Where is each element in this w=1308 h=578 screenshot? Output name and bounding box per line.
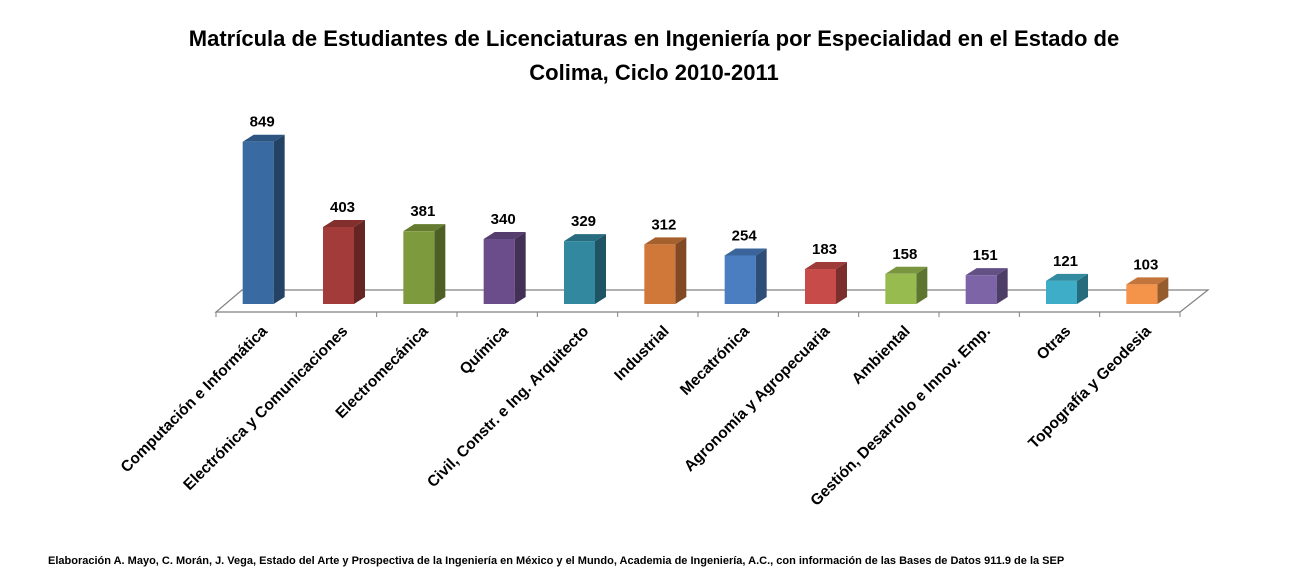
value-label: 158 [892, 246, 917, 263]
bar-front [1046, 280, 1077, 304]
bar-front [403, 231, 435, 304]
category-label: Ambiental [849, 323, 914, 388]
category-label: Gestión, Desarrollo e Innov. Emp. [807, 323, 994, 510]
bar-front [1126, 284, 1158, 304]
bar [644, 237, 687, 304]
bar [885, 266, 928, 304]
bar-top [323, 219, 365, 227]
bar-front [564, 241, 595, 304]
chart-title-line2: Colima, Ciclo 2010-2011 [529, 60, 779, 85]
bar [483, 232, 526, 304]
value-label: 183 [812, 241, 837, 258]
bar [242, 134, 285, 304]
bar-top [403, 224, 446, 232]
chart-title-line1: Matrícula de Estudiantes de Licenciatura… [188, 26, 1120, 51]
bar-top [724, 248, 767, 256]
value-label: 403 [330, 199, 355, 216]
bar-top [483, 232, 526, 240]
bar-side [1157, 277, 1169, 304]
bar-top [805, 262, 847, 270]
category-label: Agronomía y Agropecuaria [681, 323, 834, 476]
bar-side [836, 262, 847, 304]
category-label: Computación e Informática [118, 323, 272, 477]
bar-top [965, 268, 1008, 276]
bar-side [996, 268, 1008, 304]
bar [965, 268, 1008, 304]
bar-front [965, 275, 997, 304]
bar-front [885, 273, 917, 304]
bar [805, 262, 847, 304]
bar [724, 248, 767, 304]
bar [1126, 277, 1169, 304]
bar-side [675, 237, 687, 304]
chart-floor [214, 289, 1210, 317]
bar [323, 219, 365, 304]
category-label: Civil, Constr. e Ing. Arquitecto [424, 323, 592, 491]
bar [1046, 273, 1088, 304]
bar-side [354, 219, 365, 304]
value-label: 312 [651, 216, 676, 233]
value-label: 151 [973, 247, 998, 264]
category-label: Química [457, 323, 513, 379]
value-label: 121 [1053, 253, 1078, 270]
category-label: Industrial [611, 323, 672, 384]
value-label: 849 [250, 114, 275, 131]
bar-side [595, 234, 606, 304]
bar-top [564, 234, 606, 242]
bar-front [805, 269, 836, 304]
bar-top [1126, 277, 1169, 285]
value-label: 103 [1133, 256, 1158, 273]
value-label: 329 [571, 213, 596, 230]
value-label: 340 [491, 211, 516, 228]
bar-side [434, 224, 446, 304]
bar-side [916, 266, 928, 304]
bar-top [644, 237, 687, 245]
category-label: Otras [1034, 323, 1075, 364]
bar-front [644, 244, 676, 304]
bar-front [242, 141, 274, 304]
bar-side [514, 232, 526, 304]
bar-top [242, 134, 285, 142]
bar-top [1046, 273, 1088, 281]
bar-front [483, 239, 515, 304]
bar-side [1077, 273, 1088, 304]
bar-side [755, 248, 767, 304]
category-label: Electrónica y Comunicaciones [180, 323, 351, 494]
chart-title: Matrícula de Estudiantes de Licenciatura… [0, 22, 1308, 90]
bar-side [273, 134, 285, 304]
bar [564, 234, 606, 304]
bar-front [323, 226, 354, 304]
value-label: 381 [410, 203, 435, 220]
value-labels: 849 403 381 340 329 312 254 183 158 151 121 103 [250, 114, 1159, 274]
bars [242, 134, 1169, 304]
bar-front [724, 255, 756, 304]
bar [403, 224, 446, 304]
source-note: Elaboración A. Mayo, C. Morán, J. Vega, … [48, 555, 1065, 567]
value-label: 254 [732, 227, 758, 244]
category-label: Mecatrónica [677, 323, 753, 399]
bar-top [885, 266, 928, 274]
